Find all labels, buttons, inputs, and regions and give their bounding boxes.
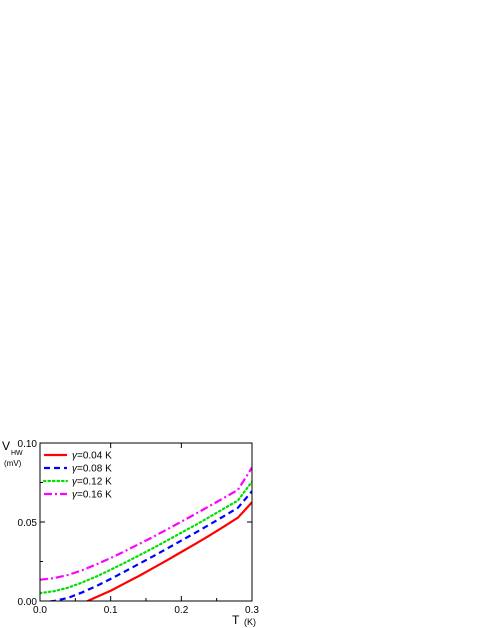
x-tick-label: 0.3	[245, 605, 259, 616]
x-tick-label: 0.0	[33, 605, 47, 616]
x-tick-label: 0.1	[104, 605, 118, 616]
y-axis-label-unit: (mV)	[4, 459, 22, 468]
y-axis-title: V HW (mV)	[2, 439, 23, 468]
y-tick-label: 0.00	[18, 597, 38, 608]
x-axis-label-main: T	[232, 613, 240, 627]
series-line-1	[85, 501, 252, 601]
legend-label-4: γ=0.16 K	[72, 490, 112, 501]
y-tick-label: 0.10	[18, 439, 38, 450]
y-axis-label-main: V	[2, 439, 10, 453]
tick-layer: 0.0 0.1 0.2 0.3 0.00 0.05 0.10	[18, 439, 260, 616]
y-tick-label: 0.05	[18, 518, 38, 529]
legend-label-3: γ=0.12 K	[72, 477, 112, 488]
series-line-2	[44, 490, 252, 601]
legend: γ=0.04 K γ=0.08 K γ=0.12 K γ=0.16 K	[42, 451, 112, 501]
x-tick-label: 0.2	[174, 605, 188, 616]
y-axis-label-subscript: HW	[11, 450, 23, 457]
x-axis-label-unit: (K)	[244, 617, 256, 627]
legend-label-2: γ=0.08 K	[72, 464, 112, 475]
series-line-4	[40, 466, 252, 581]
x-axis-title: T (K)	[232, 613, 256, 627]
legend-label-1: γ=0.04 K	[72, 451, 112, 462]
series-line-3	[40, 480, 252, 595]
series-layer	[40, 466, 252, 601]
